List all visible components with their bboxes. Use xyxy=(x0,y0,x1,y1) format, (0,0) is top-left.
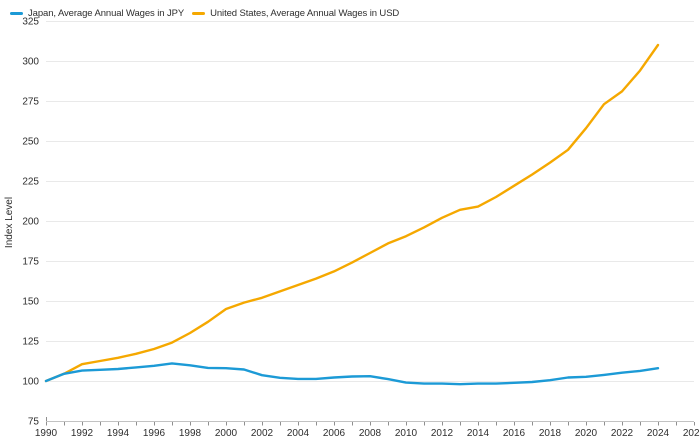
x-tick-label: 1998 xyxy=(179,428,202,439)
y-tick-label: 75 xyxy=(28,417,40,428)
x-tick-label: 2002 xyxy=(251,428,274,439)
y-tick-label: 100 xyxy=(22,377,39,388)
x-tick-label: 1992 xyxy=(71,428,94,439)
chart-legend: Japan, Average Annual Wages in JPY Unite… xyxy=(10,8,399,19)
x-tick-label: 2016 xyxy=(503,428,526,439)
legend-item-us[interactable]: United States, Average Annual Wages in U… xyxy=(192,8,399,19)
x-tick-label: 2020 xyxy=(575,428,598,439)
x-tick-label: 2024 xyxy=(647,428,670,439)
y-tick-label: 175 xyxy=(22,257,39,268)
x-tick-label: 2012 xyxy=(431,428,454,439)
us-line-swatch-icon xyxy=(192,12,206,15)
y-tick-label: 250 xyxy=(22,137,39,148)
x-tick-label: 2006 xyxy=(323,428,346,439)
x-tick-label: 1990 xyxy=(35,428,58,439)
x-tick-label: 2008 xyxy=(359,428,382,439)
x-tick-label: 2026 xyxy=(683,428,700,439)
x-tick-label: 2000 xyxy=(215,428,238,439)
y-tick-label: 300 xyxy=(22,57,39,68)
y-tick-label: 275 xyxy=(22,97,39,108)
x-tick-label: 2014 xyxy=(467,428,490,439)
us-series-line xyxy=(44,43,660,383)
y-tick-label: 150 xyxy=(22,297,39,308)
legend-label-us: United States, Average Annual Wages in U… xyxy=(210,8,400,19)
x-tick-label: 2018 xyxy=(539,428,562,439)
y-tick-label: 125 xyxy=(22,337,39,348)
y-tick-label: 325 xyxy=(22,17,39,28)
japan-line-swatch-icon xyxy=(10,12,23,15)
x-tick-label: 2022 xyxy=(611,428,634,439)
x-tick-label: 2010 xyxy=(395,428,418,439)
x-tick-label: 2004 xyxy=(287,428,310,439)
y-tick-label: 225 xyxy=(22,177,39,188)
japan-series-line xyxy=(44,362,660,386)
y-tick-label: 200 xyxy=(22,217,39,228)
legend-label-japan: Japan, Average Annual Wages in JPY xyxy=(28,8,185,19)
x-tick-label: 1996 xyxy=(143,428,166,439)
legend-item-japan[interactable]: Japan, Average Annual Wages in JPY xyxy=(10,8,184,19)
x-tick-label: 1994 xyxy=(107,428,130,439)
